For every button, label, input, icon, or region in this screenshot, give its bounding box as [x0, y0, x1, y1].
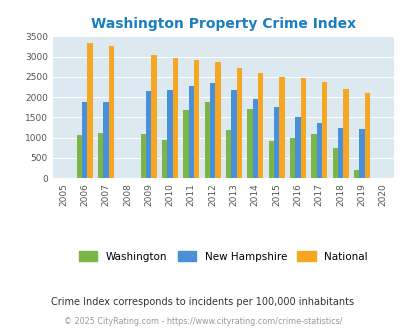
Bar	[321, 82, 326, 178]
Bar	[300, 78, 305, 178]
Bar	[77, 135, 82, 178]
Bar	[146, 91, 151, 178]
Bar	[364, 93, 369, 178]
Bar	[151, 54, 156, 178]
Bar	[109, 46, 114, 178]
Bar	[342, 88, 347, 178]
Bar	[268, 141, 273, 178]
Text: © 2025 CityRating.com - https://www.cityrating.com/crime-statistics/: © 2025 CityRating.com - https://www.city…	[64, 317, 341, 326]
Bar	[226, 130, 231, 178]
Bar	[257, 73, 262, 178]
Bar	[103, 102, 109, 178]
Bar	[279, 77, 284, 178]
Bar	[353, 170, 358, 178]
Bar	[273, 107, 279, 178]
Bar	[289, 138, 294, 178]
Bar	[98, 133, 103, 178]
Bar	[231, 90, 236, 178]
Bar	[252, 99, 257, 178]
Bar	[215, 62, 220, 178]
Bar	[194, 60, 199, 178]
Legend: Washington, New Hampshire, National: Washington, New Hampshire, National	[74, 247, 371, 266]
Bar	[358, 129, 364, 178]
Bar	[87, 43, 92, 178]
Bar	[209, 83, 215, 178]
Bar	[183, 110, 188, 178]
Title: Washington Property Crime Index: Washington Property Crime Index	[90, 17, 355, 31]
Bar	[82, 102, 87, 178]
Bar	[204, 102, 209, 178]
Bar	[311, 134, 316, 178]
Bar	[141, 134, 146, 178]
Bar	[188, 86, 194, 178]
Bar	[316, 123, 321, 178]
Bar	[172, 58, 177, 178]
Bar	[294, 117, 300, 178]
Bar	[236, 68, 241, 178]
Text: Crime Index corresponds to incidents per 100,000 inhabitants: Crime Index corresponds to incidents per…	[51, 297, 354, 307]
Bar	[337, 128, 342, 178]
Bar	[332, 148, 337, 178]
Bar	[162, 140, 167, 178]
Bar	[247, 109, 252, 178]
Bar	[167, 90, 172, 178]
